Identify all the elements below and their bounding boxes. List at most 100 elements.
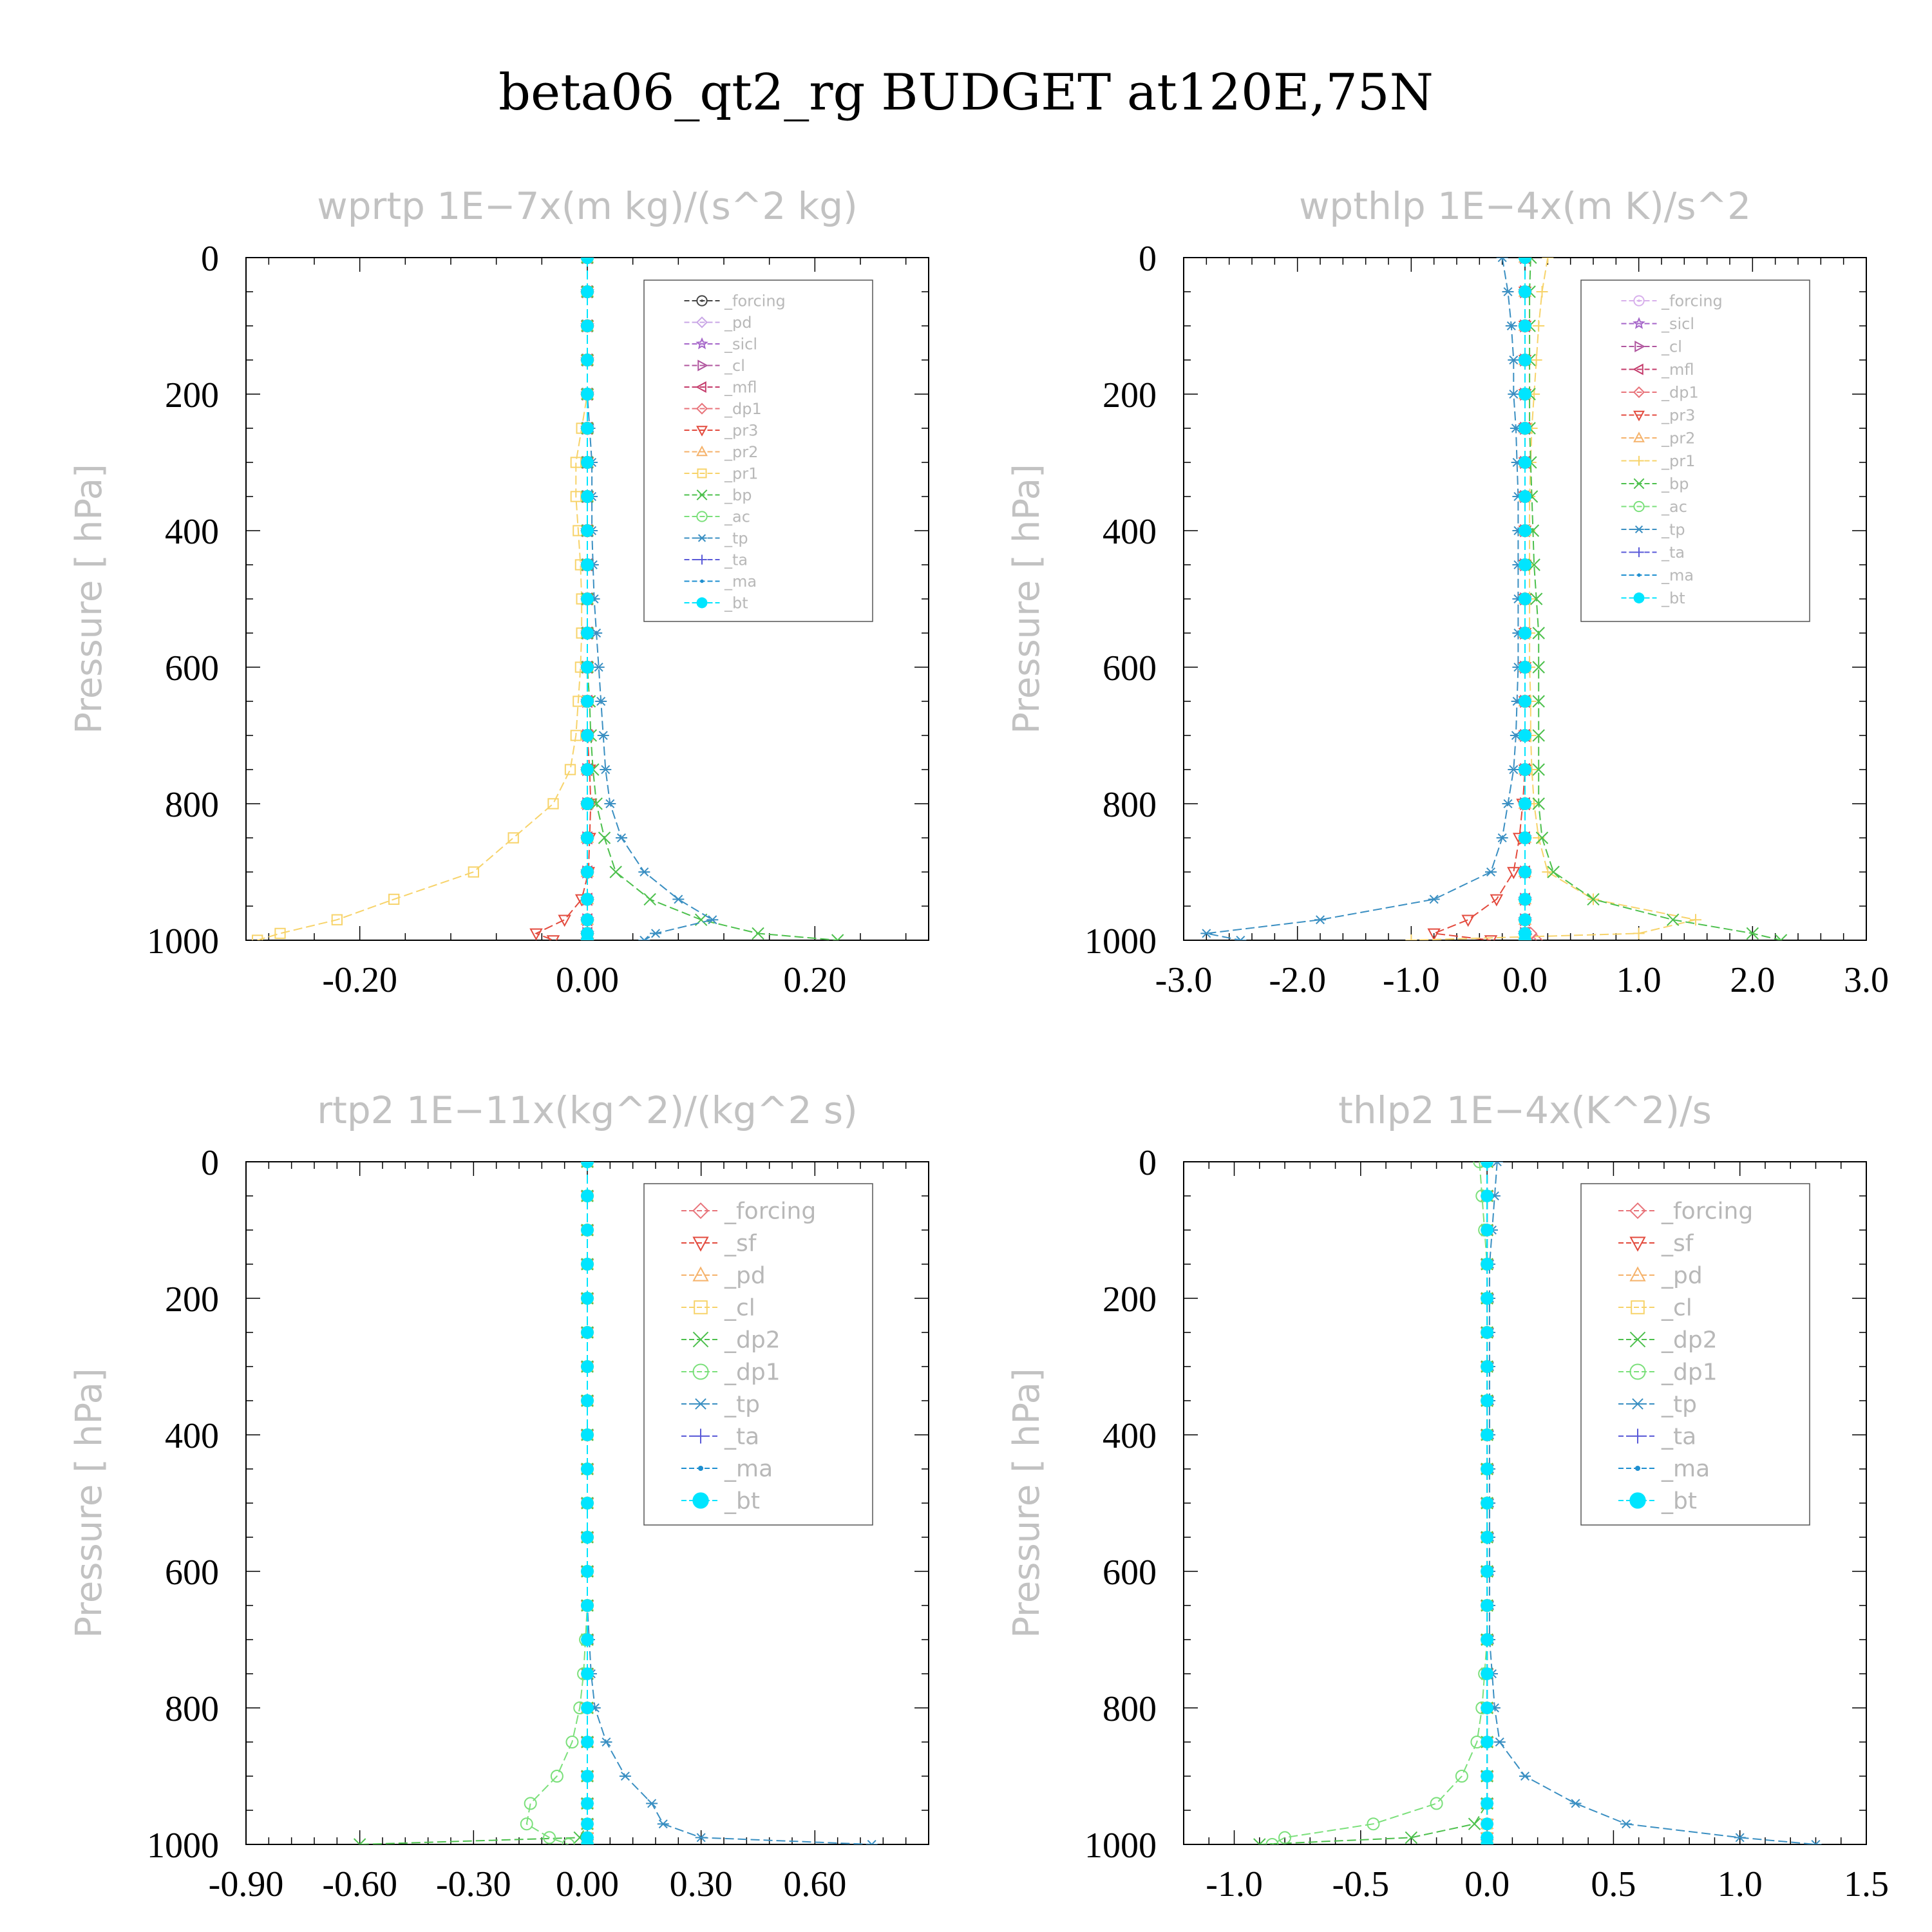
data-point	[595, 696, 607, 706]
data-point	[1481, 1394, 1494, 1407]
data-point	[581, 893, 594, 906]
y-tick-label: 0	[201, 239, 219, 279]
data-point	[1519, 558, 1531, 571]
data-point	[1481, 1633, 1494, 1646]
data-point	[353, 1838, 366, 1844]
data-point	[581, 1394, 594, 1407]
data-point	[1547, 866, 1560, 878]
series-bt	[1481, 1162, 1494, 1844]
x-tick-label: -1.0	[1206, 1864, 1263, 1904]
data-point	[581, 1633, 594, 1646]
legend-label: _cl	[724, 357, 745, 375]
y-tick-label: 200	[165, 1280, 219, 1320]
data-point	[1519, 319, 1531, 332]
data-point	[1235, 935, 1247, 940]
y-tick-label: 400	[165, 512, 219, 552]
legend-item: _ac	[684, 507, 750, 526]
legend-marker	[1634, 341, 1645, 352]
legend-label: _pd	[724, 314, 752, 332]
data-point	[1405, 934, 1417, 940]
legend-item: _dp2	[681, 1327, 781, 1354]
y-tick-label: 600	[1103, 649, 1157, 688]
legend-item: _pr1	[1621, 452, 1695, 470]
data-point	[1481, 1770, 1494, 1783]
y-tick-label: 1000	[147, 922, 219, 961]
legend-marker	[1633, 386, 1645, 399]
legend-marker	[1633, 363, 1643, 375]
data-point	[616, 833, 627, 843]
legend-marker	[696, 337, 708, 350]
figure-title: beta06_qt2_rg BUDGET at120E,75N	[498, 64, 1434, 122]
legend-label: _forcing	[1661, 292, 1723, 310]
data-point	[1481, 1428, 1494, 1441]
y-tick-label: 0	[1139, 1143, 1157, 1183]
legend-item: _forcing	[1618, 1198, 1753, 1225]
data-point	[1491, 1162, 1503, 1167]
data-point	[1481, 1736, 1494, 1748]
y-tick-label: 0	[1139, 239, 1157, 279]
data-point	[1519, 831, 1531, 844]
x-tick-label: 0.0	[1464, 1864, 1510, 1904]
data-point	[695, 1833, 707, 1842]
legend-item: _bt	[684, 594, 748, 612]
legend-item: _cl	[681, 1295, 755, 1321]
legend-item: _cl	[1621, 337, 1682, 355]
y-tick-label: 0	[201, 1143, 219, 1183]
y-tick-label: 400	[1103, 1416, 1157, 1456]
data-point	[1507, 867, 1520, 880]
data-point	[1519, 661, 1531, 674]
data-point	[581, 661, 594, 674]
legend-marker	[696, 426, 708, 437]
legend-label: _ma	[724, 1456, 773, 1482]
legend-marker	[697, 1465, 704, 1472]
data-point	[1481, 1701, 1494, 1714]
plot-area	[353, 1162, 878, 1844]
data-point	[1405, 1831, 1418, 1844]
data-point	[581, 1189, 594, 1202]
legend-label: _sicl	[1661, 315, 1694, 333]
panel-4: thlp2 1E−4x(K^2)/s Pressure [ hPa] 0 200 400…	[1006, 1088, 1889, 1904]
data-point	[1484, 935, 1498, 940]
legend-label: _dp1	[1661, 1359, 1718, 1386]
data-point	[581, 1838, 594, 1844]
data-point	[1532, 627, 1545, 639]
legend-marker	[1633, 478, 1645, 489]
legend-marker	[1629, 1331, 1646, 1348]
y-tick-label: 1000	[1084, 922, 1157, 961]
series-bt	[581, 1162, 594, 1844]
data-point	[581, 1531, 594, 1544]
legend-marker	[696, 511, 708, 522]
data-point	[1314, 915, 1326, 925]
data-point	[581, 763, 594, 776]
legend-marker	[694, 1300, 708, 1314]
data-point	[581, 258, 594, 264]
data-point	[1505, 321, 1517, 331]
data-point	[604, 799, 616, 809]
data-point	[581, 319, 594, 332]
data-point	[1519, 695, 1531, 708]
x-tick-label: -0.60	[322, 1864, 397, 1904]
data-point	[1519, 490, 1531, 503]
data-point	[1473, 1162, 1486, 1168]
legend-marker	[1629, 1363, 1646, 1380]
data-point	[570, 457, 582, 468]
data-point	[600, 1737, 612, 1747]
legend-label: _mfl	[724, 378, 757, 396]
data-point	[1200, 929, 1213, 938]
y-tick-label: 800	[165, 785, 219, 825]
data-point	[1278, 1831, 1292, 1844]
data-point	[1253, 1838, 1266, 1844]
data-point	[581, 1565, 594, 1578]
data-point	[866, 1839, 878, 1844]
data-point	[581, 1817, 594, 1831]
data-point	[706, 915, 719, 925]
axis-ticks	[245, 1161, 929, 1845]
data-point	[581, 388, 594, 401]
legend-item: _bp	[1621, 475, 1689, 493]
data-point	[650, 929, 661, 938]
data-point	[1774, 934, 1788, 940]
legend: _forcing _sf _pd _cl _dp2 _dp1 _tp _ta _ma _bt	[1580, 1183, 1810, 1526]
data-point	[1533, 320, 1545, 332]
legend-marker	[1629, 1492, 1646, 1509]
data-point	[1481, 1189, 1494, 1202]
